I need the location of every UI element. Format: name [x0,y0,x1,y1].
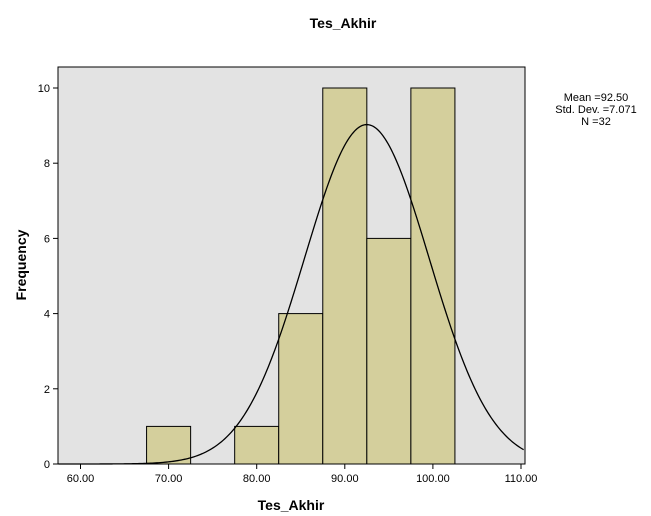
x-tick-label: 110.00 [505,473,538,485]
histogram-bar [322,87,368,465]
y-axis-label: Frequency [13,229,29,300]
histogram-bar [146,425,192,465]
histogram-bar [278,313,324,465]
bars-group [146,87,456,465]
y-tick-label: 8 [44,158,50,170]
stats-mean: Mean =92.50 [564,92,629,104]
normal-curve [58,123,524,465]
x-tick-label: 60.00 [67,473,95,485]
y-tick-label: 2 [44,384,50,396]
stats-std-dev: Std. Dev. =7.071 [555,104,636,116]
x-axis-label: Tes_Akhir [258,497,325,513]
y-tick-label: 0 [44,459,50,471]
stats-n: N =32 [581,116,611,128]
chart-title: Tes_Akhir [310,15,377,31]
histogram-bar [410,87,456,465]
axes-group: 0 2 4 6 8 10 60.00 70.00 80.00 90.00 100.00 110.00 [38,83,538,485]
histogram-bar [366,237,412,465]
x-tick-label: 70.00 [155,473,183,485]
y-tick-label: 6 [44,233,50,245]
x-tick-label: 80.00 [243,473,271,485]
x-tick-label: 100.00 [416,473,450,485]
histogram-bar [234,425,280,465]
y-tick-label: 10 [38,83,50,95]
x-tick-label: 90.00 [331,473,359,485]
y-tick-label: 4 [44,309,50,321]
